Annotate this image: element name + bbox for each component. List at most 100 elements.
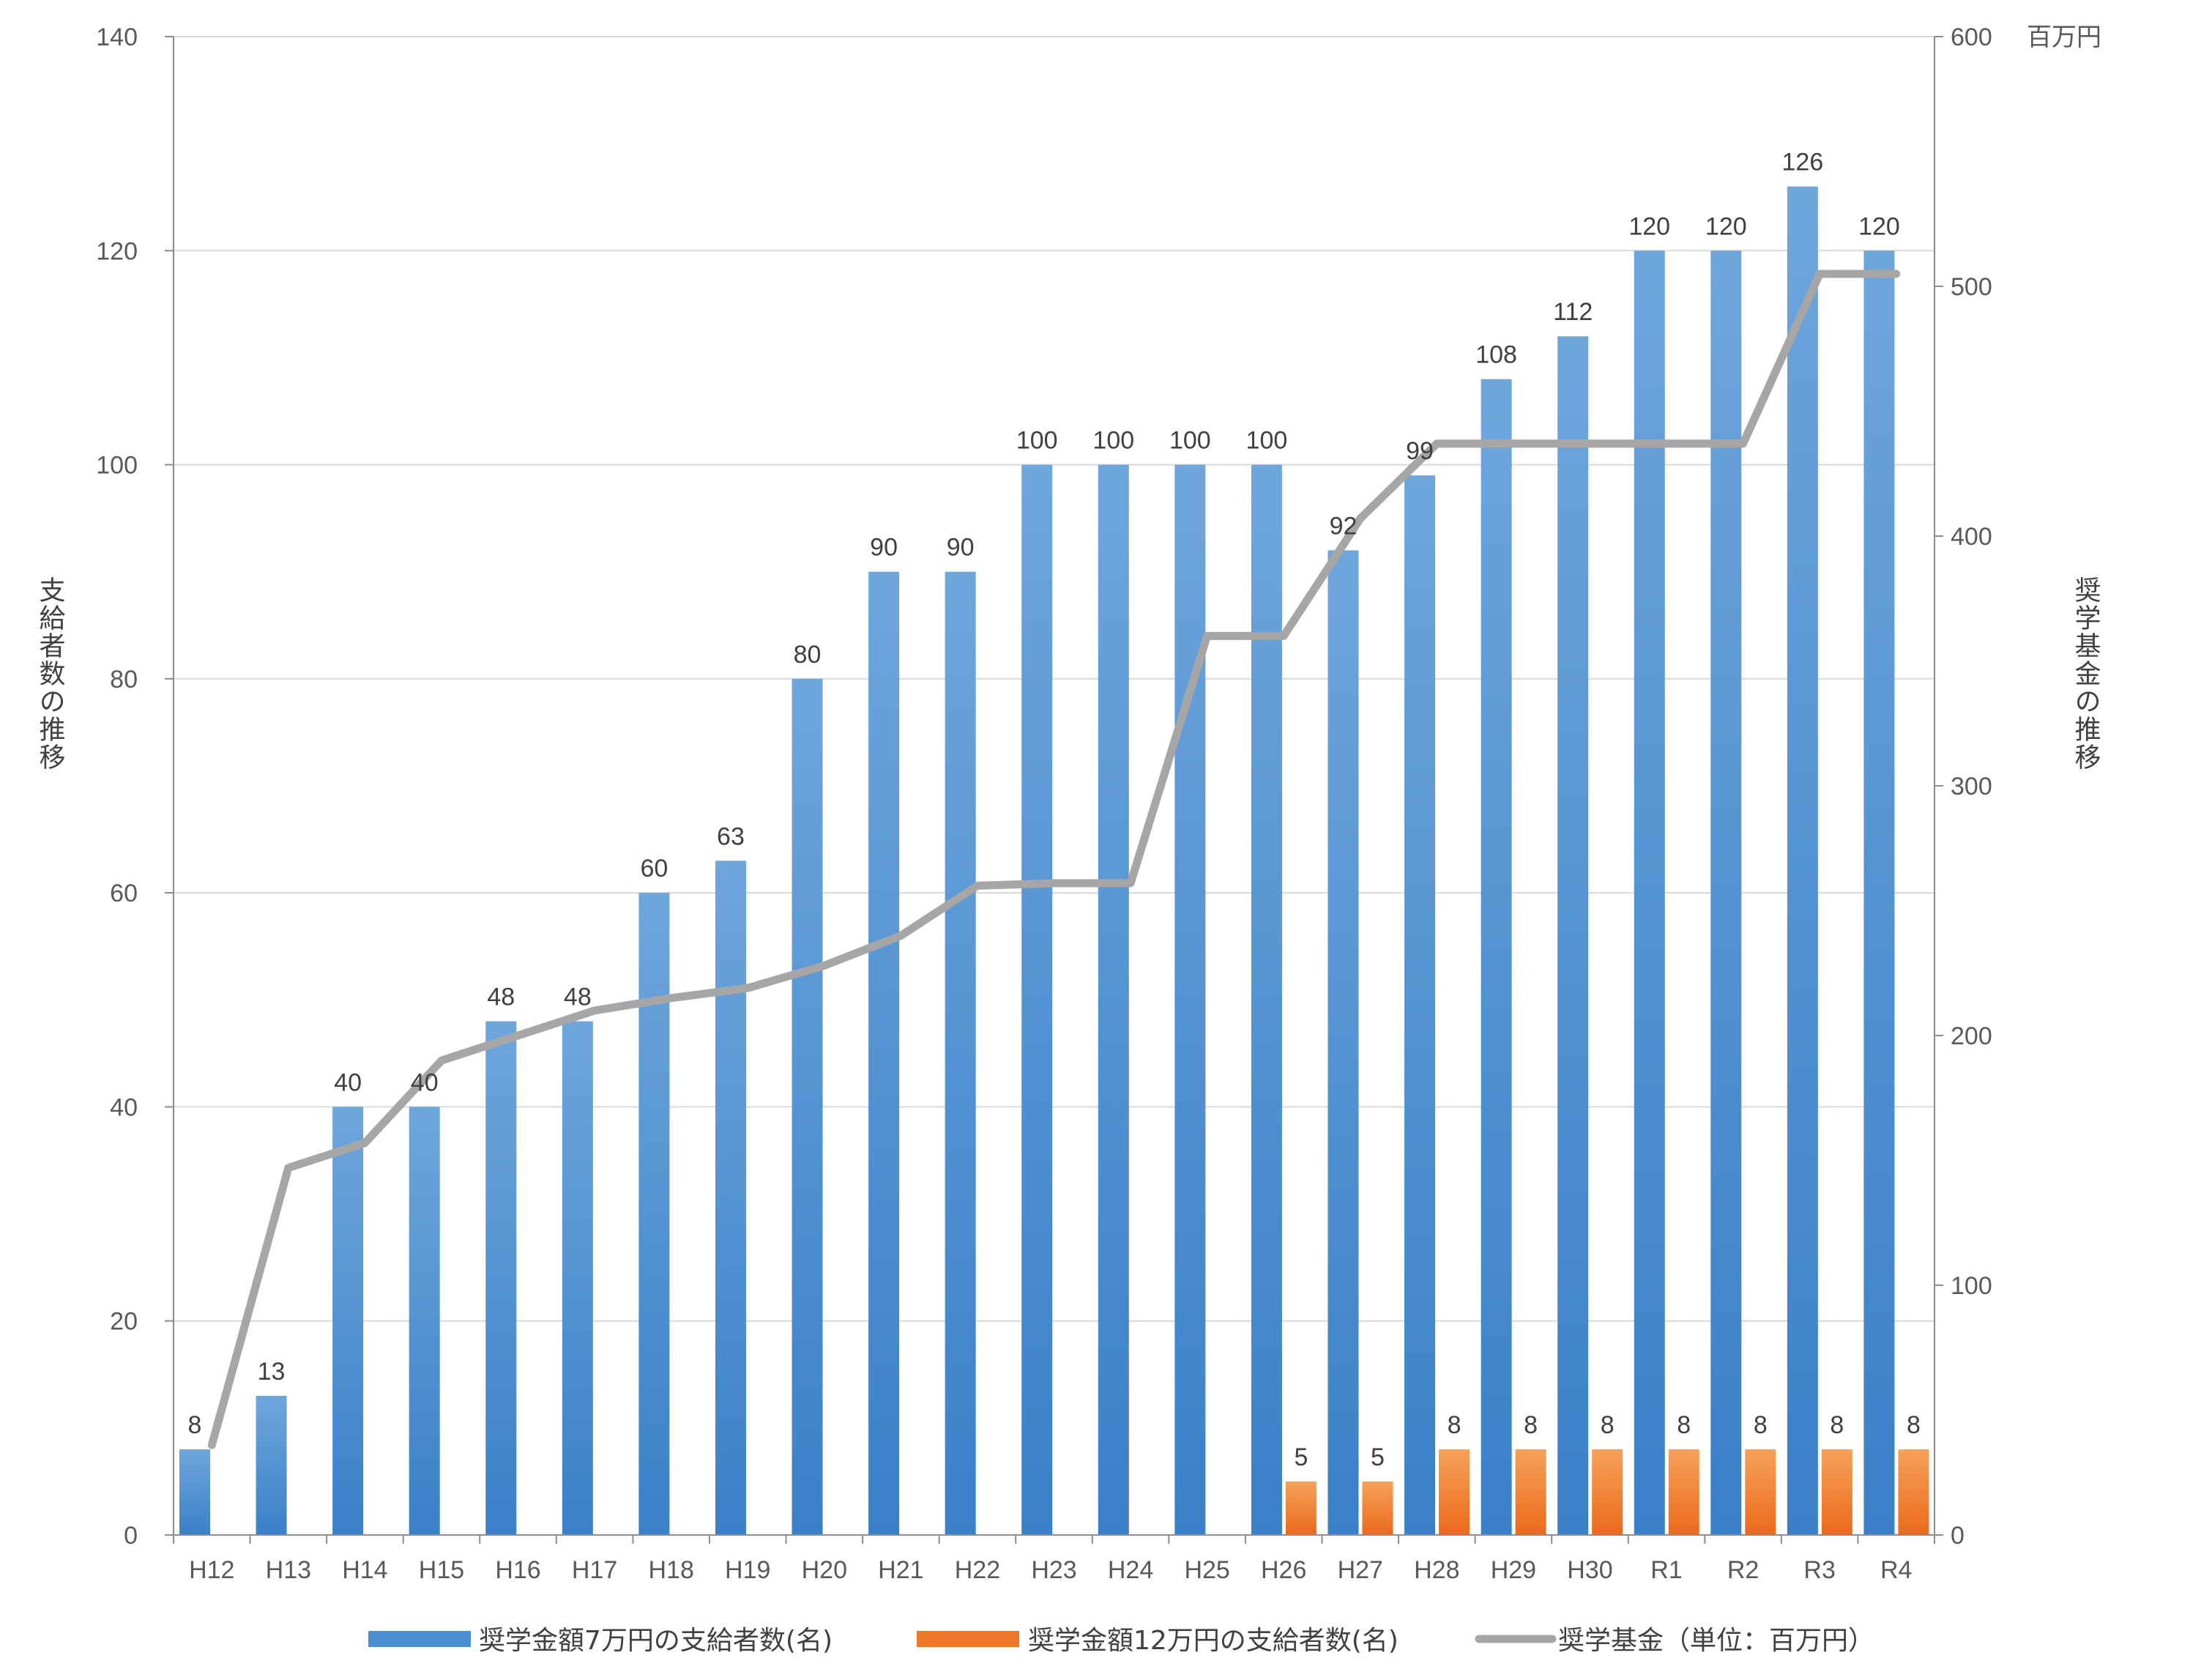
bar-7man-H14 [332, 1107, 364, 1535]
bar-7man-H23 [1021, 464, 1053, 1535]
data-label-7man-H27: 92 [1330, 512, 1358, 540]
fund-point-H26 [1283, 635, 1285, 637]
fund-point-H20 [823, 964, 825, 967]
data-label-7man-H12: 8 [188, 1411, 202, 1439]
category-label-H29: H29 [1491, 1556, 1536, 1584]
right-tick-label: 300 [1951, 773, 1992, 800]
legend-label-fund: 奨学基金（単位：百万円） [1558, 1626, 1874, 1656]
right-tick-label: 600 [1951, 23, 1992, 51]
bar-7man-H27 [1327, 550, 1359, 1535]
data-label-12man-H26: 5 [1294, 1443, 1308, 1471]
right-tick-label: 500 [1951, 273, 1992, 301]
tick-labels-group: 0 20 40 60 80 100 120 140 0 100 200 300 400 500 600 H12… [96, 23, 1992, 1584]
data-label-12man-H27: 5 [1371, 1443, 1385, 1471]
left-tick-label: 80 [110, 666, 138, 694]
bar-7man-R3 [1787, 186, 1818, 1536]
bar-12man-R4 [1898, 1449, 1929, 1535]
data-label-7man-H23: 100 [1016, 427, 1058, 455]
data-label-7man-H20: 80 [794, 641, 822, 669]
data-label-12man-R4: 8 [1907, 1411, 1921, 1439]
right-tick-label: 400 [1951, 523, 1992, 551]
category-label-H16: H16 [495, 1556, 540, 1584]
bar-12man-H27 [1362, 1481, 1393, 1535]
category-label-H20: H20 [802, 1556, 847, 1584]
data-label-7man-H19: 63 [717, 822, 745, 850]
fund-point-H18 [670, 997, 672, 999]
category-label-H21: H21 [878, 1556, 923, 1584]
axes-group [165, 36, 1943, 1544]
category-label-H13: H13 [266, 1556, 311, 1584]
data-label-7man-H28: 99 [1406, 437, 1434, 465]
bar-12man-R3 [1821, 1449, 1852, 1535]
data-label-7man-H15: 40 [411, 1068, 439, 1096]
category-label-H30: H30 [1567, 1556, 1612, 1584]
left-tick-label: 40 [110, 1093, 138, 1121]
bar-12man-R2 [1745, 1449, 1776, 1535]
data-label-7man-H30: 112 [1553, 298, 1593, 326]
fund-point-H14 [364, 1142, 366, 1144]
legend-swatch-12man [917, 1631, 1019, 1647]
fund-point-H16 [517, 1035, 519, 1036]
fund-point-H29 [1512, 442, 1514, 445]
bar-7man-H22 [945, 571, 976, 1535]
fund-point-H23 [1053, 882, 1055, 884]
legend: 奨学金額7万円の支給者数(名) 奨学金額12万円の支給者数(名) 奨学基金（単位… [368, 1626, 1874, 1656]
fund-point-H27 [1359, 518, 1361, 520]
fund-point-H21 [900, 934, 902, 937]
bar-7man-H19 [715, 860, 746, 1535]
bar-series-group [179, 186, 1929, 1536]
category-label-H25: H25 [1184, 1556, 1229, 1584]
left-tick-label: 140 [96, 23, 138, 51]
category-label-H17: H17 [572, 1556, 617, 1584]
data-label-12man-H28: 8 [1448, 1411, 1461, 1439]
data-label-7man-H16: 48 [487, 984, 515, 1011]
fund-point-H25 [1206, 635, 1208, 637]
data-label-7man-H26: 100 [1246, 427, 1288, 455]
bar-7man-R1 [1634, 250, 1665, 1536]
fund-point-R3 [1819, 272, 1821, 275]
bar-7man-H26 [1251, 464, 1282, 1535]
bar-7man-R2 [1710, 250, 1742, 1536]
bar-7man-H21 [868, 571, 900, 1535]
bar-7man-H12 [179, 1449, 210, 1535]
left-tick-label: 100 [96, 452, 138, 480]
bar-7man-H29 [1481, 379, 1512, 1535]
category-label-H18: H18 [648, 1556, 693, 1584]
fund-point-H17 [594, 1009, 596, 1011]
category-label-H27: H27 [1338, 1556, 1383, 1584]
fund-point-H24 [1130, 882, 1132, 884]
bar-12man-H29 [1515, 1449, 1546, 1535]
category-label-R3: R3 [1803, 1556, 1835, 1584]
right-axis-unit: 百万円 [2027, 23, 2101, 51]
bar-12man-H30 [1592, 1449, 1623, 1535]
data-label-7man-H17: 48 [564, 984, 592, 1011]
category-label-H15: H15 [419, 1556, 464, 1584]
category-label-R4: R4 [1880, 1556, 1912, 1584]
bar-7man-H18 [638, 893, 670, 1535]
right-tick-label: 0 [1951, 1522, 1965, 1550]
data-label-7man-H18: 60 [640, 855, 668, 882]
bar-7man-H30 [1557, 336, 1589, 1536]
category-label-R1: R1 [1650, 1556, 1682, 1584]
fund-point-R1 [1666, 442, 1668, 445]
bar-7man-R4 [1863, 250, 1895, 1536]
bar-7man-H28 [1404, 475, 1436, 1535]
category-label-R2: R2 [1727, 1556, 1759, 1584]
bar-12man-H26 [1285, 1481, 1317, 1535]
fund-point-H30 [1589, 442, 1591, 445]
data-label-7man-H29: 108 [1475, 341, 1517, 369]
left-axis-title: 支給者数の推移 [35, 576, 65, 771]
category-label-H24: H24 [1108, 1556, 1153, 1584]
data-label-7man-H21: 90 [870, 534, 898, 562]
left-tick-label: 60 [110, 880, 138, 907]
data-label-7man-H25: 100 [1169, 427, 1211, 455]
data-label-7man-H24: 100 [1092, 427, 1134, 455]
left-tick-label: 0 [124, 1522, 138, 1550]
fund-point-H13 [287, 1167, 289, 1169]
right-tick-label: 100 [1951, 1272, 1992, 1300]
fund-point-R2 [1742, 442, 1744, 445]
data-label-7man-R4: 120 [1858, 212, 1900, 240]
line-series-group [207, 270, 1901, 1449]
data-label-12man-H30: 8 [1601, 1411, 1615, 1439]
